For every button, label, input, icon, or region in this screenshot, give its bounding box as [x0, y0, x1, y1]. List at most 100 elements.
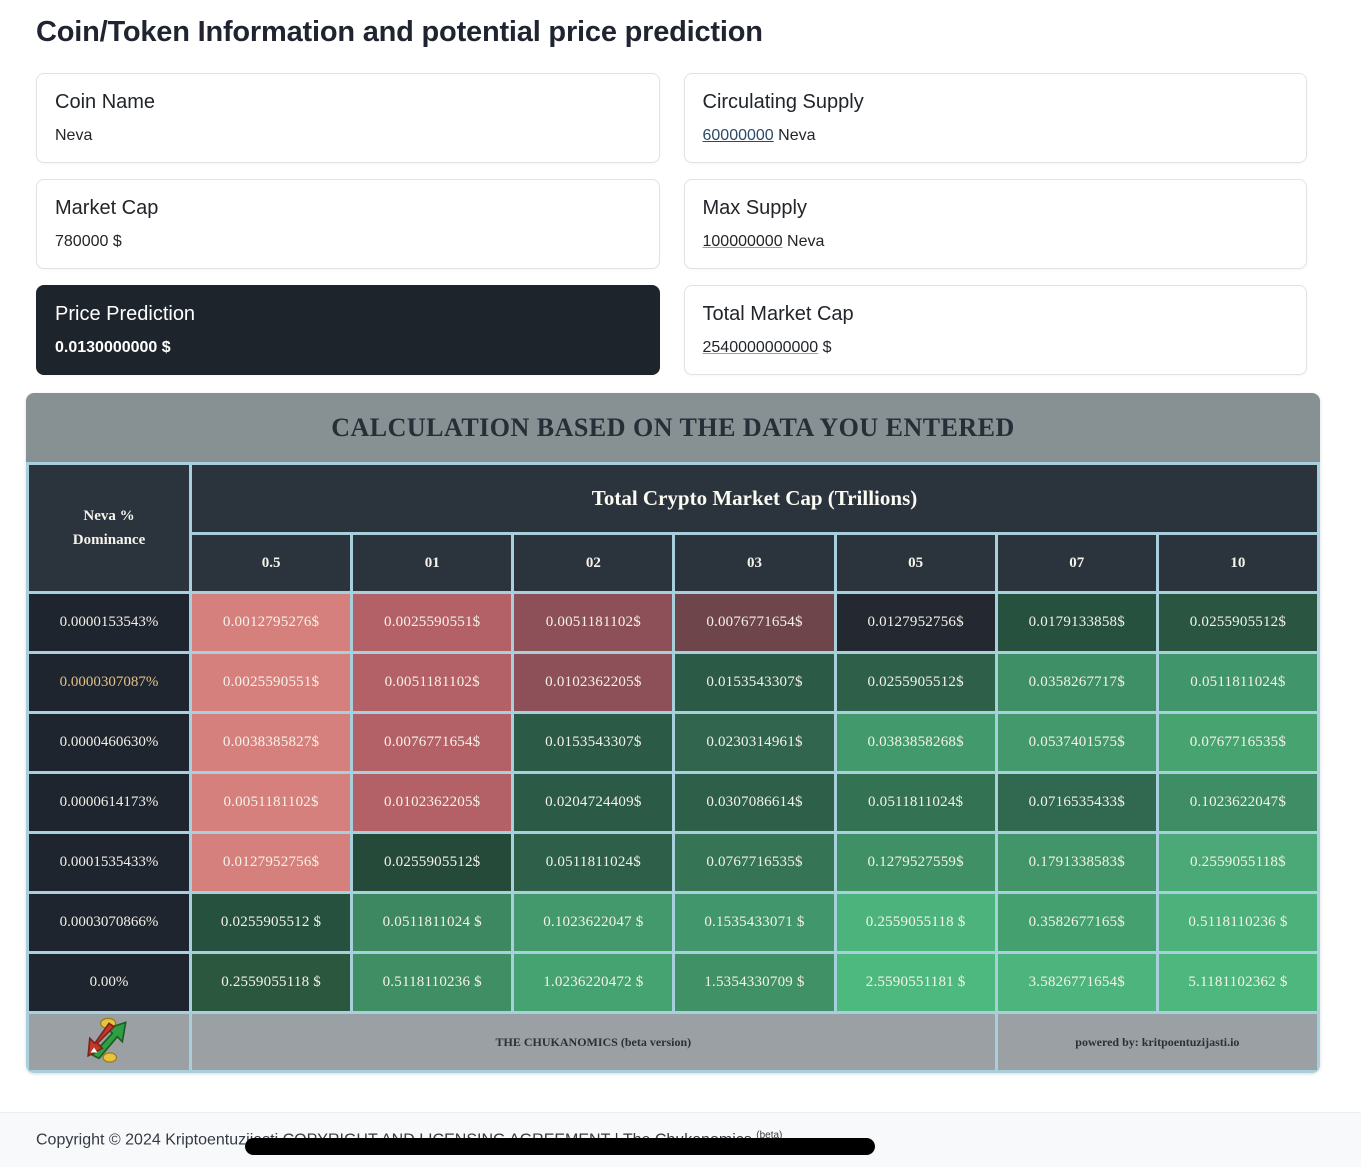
market-cap-value: 780000 $: [55, 233, 122, 250]
price-cell: 0.0230314961$: [672, 711, 837, 774]
price-prediction-card: Price Prediction 0.0130000000 $: [36, 285, 660, 375]
circulating-supply-value: 60000000 Neva: [703, 127, 1289, 145]
price-cell: 0.0255905512 $: [188, 891, 354, 954]
price-cell: 0.0179133858$: [994, 591, 1159, 654]
max-supply-value: 100000000 Neva: [703, 233, 1289, 251]
page-footer: Copyright © 2024 Kriptoentuzijasti COPYR…: [0, 1112, 1361, 1167]
price-cell: 0.1791338583$: [994, 831, 1159, 894]
circulating-supply-card: Circulating Supply 60000000 Neva: [683, 73, 1307, 163]
price-cell: 0.0012795276$: [188, 591, 354, 654]
price-prediction-value: 0.0130000000 $: [55, 339, 171, 356]
powered-by-text: powered by: kritpoentuzijasti.io: [994, 1011, 1320, 1073]
price-cell: 0.0051181102$: [350, 651, 515, 714]
price-cell: 0.0307086614$: [672, 771, 837, 834]
chukanomics-brand-text: THE CHUKANOMICS (beta version): [189, 1011, 998, 1073]
price-cell: 1.5354330709 $: [672, 951, 837, 1014]
price-cell: 0.0511811024$: [1155, 651, 1320, 714]
table-row: 0.00% 0.2559055118 $0.5118110236 $1.02362…: [26, 951, 1320, 1014]
price-cell: 0.0076771654$: [672, 591, 837, 654]
price-cell: 0.5118110236 $: [350, 951, 515, 1014]
price-cell: 0.0511811024$: [833, 771, 998, 834]
footer-beta-tag: (beta): [756, 1130, 783, 1141]
price-cell: 0.0102362205$: [350, 771, 515, 834]
page-title: Coin/Token Information and potential pri…: [36, 16, 763, 48]
price-cell: 0.0127952756$: [833, 591, 998, 654]
trillions-column-header: 03: [672, 532, 837, 594]
price-cell: 0.0511811024 $: [350, 891, 515, 954]
price-cell: 1.0236220472 $: [511, 951, 676, 1014]
table-row: 0.0000153543% 0.0012795276$ 0.0025590551$ 0…: [26, 591, 1320, 654]
price-cell: 0.0051181102$: [511, 591, 676, 654]
price-cell: 0.0204724409$: [511, 771, 676, 834]
price-prediction-label: Price Prediction: [55, 303, 196, 325]
calculation-caption: CALCULATION BASED ON THE DATA YOU ENTERE…: [26, 393, 1320, 462]
trillions-column-header: 02: [511, 532, 676, 594]
dominance-row-label: 0.00%: [26, 951, 192, 1014]
logo-cell: [26, 1011, 192, 1073]
max-supply-suffix: Neva: [782, 233, 825, 250]
chukanomics-logo: [87, 1017, 127, 1063]
price-cell: 0.1535433071 $: [672, 891, 837, 954]
total-market-cap-number: 2540000000000: [702, 339, 819, 356]
price-cell: 0.0025590551$: [188, 651, 354, 714]
total-market-cap-group-header: Total Crypto Market Cap (Trillions): [189, 462, 1320, 535]
market-cap-card: Market Cap 780000 $: [36, 179, 660, 269]
circulating-supply-link[interactable]: 60000000: [702, 127, 774, 144]
market-cap-label: Market Cap: [55, 197, 159, 219]
price-cell: 0.0127952756$: [188, 831, 354, 894]
price-cell: 0.0767716535$: [672, 831, 837, 894]
trillions-column-header: 07: [994, 532, 1159, 594]
price-cell: 0.0025590551$: [350, 591, 515, 654]
price-cell: 0.1279527559$: [833, 831, 998, 894]
price-cell: 0.0153543307$: [672, 651, 837, 714]
price-cell: 0.1023622047$: [1155, 771, 1320, 834]
price-cell: 0.0102362205$: [511, 651, 676, 714]
trillions-column-header: 0.5: [188, 532, 354, 594]
total-market-cap-card: Total Market Cap 2540000000000 $: [683, 285, 1307, 375]
table-row: 0.0000614173% 0.0051181102$ 0.0102362205$ 0…: [26, 771, 1320, 834]
dominance-row-label: 0.0003070866%: [26, 891, 192, 954]
table-row: 0.0001535433% 0.0127952756$ 0.0255905512$ 0…: [26, 831, 1320, 894]
price-cell: 0.0255905512$: [833, 651, 998, 714]
coin-name-card: Coin Name Neva: [36, 73, 660, 163]
price-cell: 0.0038385827$: [188, 711, 354, 774]
price-cell: 0.0537401575$: [994, 711, 1159, 774]
price-cell: 0.5118110236 $: [1155, 891, 1320, 954]
trillions-column-header: 10: [1155, 532, 1320, 594]
price-cell: 2.5590551181 $: [833, 951, 998, 1014]
price-cell: 0.0255905512$: [350, 831, 515, 894]
dominance-row-label: 0.0000153543%: [26, 591, 192, 654]
price-cell: 0.2559055118 $: [188, 951, 354, 1014]
price-cell: 0.0051181102$: [188, 771, 354, 834]
price-cell: 0.0358267717$: [994, 651, 1159, 714]
price-cell: 0.0383858268$: [833, 711, 998, 774]
table-row: 0.0000460630% 0.0038385827$ 0.0076771654$ 0…: [26, 711, 1320, 774]
price-cell: 5.1181102362 $: [1155, 951, 1320, 1014]
redaction-bar: [245, 1138, 875, 1155]
table-body: 0.0000153543% 0.0012795276$ 0.0025590551$ 0…: [26, 591, 1320, 1014]
dominance-row-label: 0.0001535433%: [26, 831, 192, 894]
price-cell: 0.1023622047 $: [511, 891, 676, 954]
dominance-row-label: 0.0000614173%: [26, 771, 192, 834]
trillions-column-header: 05: [833, 532, 998, 594]
dominance-row-label: 0.0000460630%: [26, 711, 192, 774]
price-cell: 0.0716535433$: [994, 771, 1159, 834]
total-market-cap-suffix: $: [818, 339, 832, 356]
price-cell: 0.0255905512$: [1155, 591, 1320, 654]
column-header-row: 0.5 01 02 03 05 07 10: [28, 532, 1320, 594]
price-cell: 0.3582677165$: [994, 891, 1159, 954]
price-cell: 0.0076771654$: [350, 711, 515, 774]
price-cell: 0.2559055118 $: [833, 891, 998, 954]
circulating-supply-suffix: Neva: [773, 127, 816, 144]
dominance-row-label: 0.0000307087%: [26, 651, 192, 714]
circulating-supply-label: Circulating Supply: [702, 91, 864, 113]
price-cell: 0.0767716535$: [1155, 711, 1320, 774]
group-header-row: Neva % Dominance Total Crypto Market Cap…: [26, 462, 1320, 594]
table-footer-row: THE CHUKANOMICS (beta version) powered b…: [26, 1011, 1320, 1073]
max-supply-card: Max Supply 100000000 Neva: [683, 179, 1307, 269]
price-cell: 0.0153543307$: [511, 711, 676, 774]
price-cell: 0.2559055118$: [1155, 831, 1320, 894]
calculation-table: CALCULATION BASED ON THE DATA YOU ENTERE…: [26, 393, 1320, 1073]
corner-line1: Neva %: [83, 508, 135, 524]
dominance-corner-header: Neva % Dominance: [26, 462, 192, 594]
